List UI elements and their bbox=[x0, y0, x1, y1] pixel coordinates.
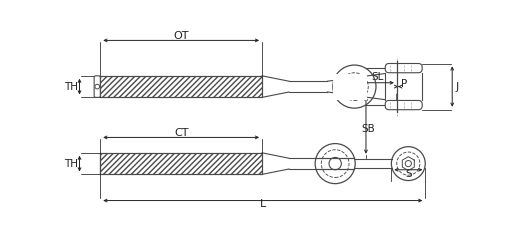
Text: L: L bbox=[260, 199, 266, 209]
FancyBboxPatch shape bbox=[385, 100, 422, 110]
Text: P: P bbox=[401, 79, 408, 89]
Bar bbox=[100, 153, 262, 174]
Bar bbox=[333, 73, 367, 100]
Bar bbox=[100, 76, 262, 97]
Text: TH: TH bbox=[64, 82, 78, 91]
Bar bbox=[100, 76, 262, 97]
Bar bbox=[100, 153, 262, 174]
Text: CT: CT bbox=[174, 128, 188, 138]
Text: OT: OT bbox=[174, 31, 189, 41]
Text: TH: TH bbox=[64, 159, 78, 169]
Text: S: S bbox=[405, 169, 411, 179]
Text: J: J bbox=[456, 82, 459, 91]
FancyBboxPatch shape bbox=[385, 63, 422, 73]
Text: SB: SB bbox=[362, 124, 375, 134]
FancyBboxPatch shape bbox=[94, 76, 100, 97]
Text: SL: SL bbox=[371, 72, 383, 82]
